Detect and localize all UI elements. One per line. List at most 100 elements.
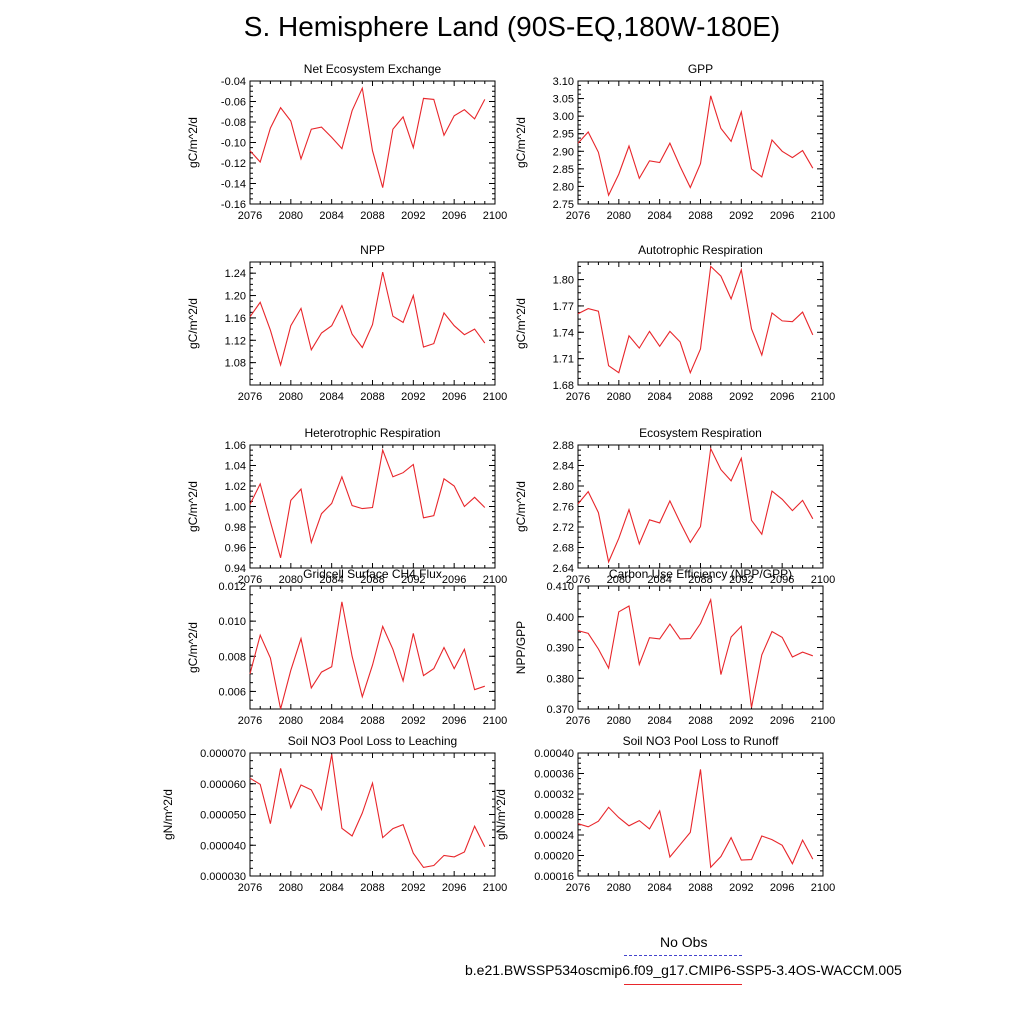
chart-title: Carbon Use Efficiency (NPP/GPP) — [609, 567, 792, 581]
x-tick-label: 2088 — [360, 715, 384, 727]
y-tick-label: 1.06 — [225, 440, 246, 452]
legend-label-no-obs: No Obs — [660, 934, 708, 950]
x-tick-label: 2088 — [688, 882, 712, 894]
x-tick-label: 2092 — [729, 391, 753, 403]
x-tick-label: 2084 — [319, 391, 343, 403]
y-tick-label: 2.85 — [553, 164, 574, 176]
series-line — [249, 448, 486, 558]
x-tick-label: 2092 — [401, 391, 425, 403]
y-tick-label: 0.00024 — [534, 830, 574, 842]
y-tick-label: 2.80 — [553, 481, 574, 493]
x-tick-label: 2084 — [647, 715, 671, 727]
y-tick-label: 2.75 — [553, 199, 574, 211]
chart-title: Gridcell Surface CH4 Flux — [303, 567, 442, 581]
y-tick-label: 1.24 — [225, 268, 246, 280]
y-tick-label: 1.74 — [553, 327, 574, 339]
x-tick-label: 2080 — [607, 574, 631, 586]
legend-label-model-run: b.e21.BWSSP534oscmip6.f09_g17.CMIP6-SSP5… — [465, 962, 902, 978]
y-tick-label: 0.400 — [546, 612, 574, 624]
y-tick-label: -0.14 — [221, 179, 246, 191]
y-axis-label: gC/m^2/d — [186, 481, 200, 532]
y-tick-label: 1.04 — [225, 461, 246, 473]
x-tick-label: 2084 — [319, 210, 343, 222]
y-tick-label: 0.000040 — [200, 840, 246, 852]
y-tick-label: -0.16 — [221, 199, 246, 211]
page-title: S. Hemisphere Land (90S-EQ,180W-180E) — [243, 11, 781, 42]
y-tick-label: 0.00032 — [534, 789, 574, 801]
x-tick-label: 2096 — [770, 715, 794, 727]
x-tick-label: 2100 — [811, 882, 835, 894]
x-tick-label: 2096 — [770, 882, 794, 894]
x-tick-label: 2080 — [279, 210, 303, 222]
y-tick-label: -0.06 — [221, 97, 246, 109]
y-tick-label: 0.010 — [218, 616, 246, 628]
y-tick-label: 0.006 — [218, 686, 246, 698]
x-tick-label: 2088 — [688, 391, 712, 403]
y-axis-label: gC/m^2/d — [186, 622, 200, 673]
x-tick-label: 2092 — [729, 210, 753, 222]
y-tick-label: 0.008 — [218, 651, 246, 663]
x-tick-label: 2100 — [811, 574, 835, 586]
x-tick-label: 2096 — [442, 574, 466, 586]
chart-panel: Soil NO3 Pool Loss to Runoff gN/m^2/d 2076… — [494, 734, 835, 894]
x-tick-label: 2084 — [647, 210, 671, 222]
y-axis-label: gC/m^2/d — [514, 298, 528, 349]
y-tick-label: 0.96 — [225, 543, 246, 555]
y-axis-label: gC/m^2/d — [186, 117, 200, 168]
y-tick-label: 1.16 — [225, 313, 246, 325]
x-tick-label: 2100 — [811, 715, 835, 727]
series-line — [249, 271, 486, 367]
series-line — [577, 446, 814, 564]
y-tick-label: 0.000030 — [200, 871, 246, 883]
x-tick-label: 2076 — [566, 715, 590, 727]
plot-frame — [249, 752, 496, 877]
x-tick-label: 2076 — [566, 210, 590, 222]
x-tick-label: 2076 — [238, 391, 262, 403]
y-tick-label: 2.72 — [553, 522, 574, 534]
y-tick-label: 0.00040 — [534, 748, 574, 760]
y-tick-label: 3.10 — [553, 76, 574, 88]
chart-title: Net Ecosystem Exchange — [304, 62, 442, 76]
chart-panel: Gridcell Surface CH4 Flux gC/m^2/d 2076 208… — [186, 567, 507, 727]
chart-title: Ecosystem Respiration — [639, 426, 762, 440]
x-tick-label: 2092 — [729, 715, 753, 727]
x-tick-label: 2096 — [442, 715, 466, 727]
series-line — [577, 265, 814, 375]
legend-line-model-run — [624, 984, 742, 985]
y-tick-label: 0.00028 — [534, 810, 574, 822]
y-tick-label: 2.88 — [553, 440, 574, 452]
x-tick-label: 2092 — [401, 210, 425, 222]
chart-panel: GPP gC/m^2/d 2076 2080 2084 2088 2092 2096 2100 2… — [514, 62, 835, 222]
x-tick-label: 2084 — [647, 574, 671, 586]
x-tick-label: 2100 — [483, 210, 507, 222]
plot-frame — [577, 444, 824, 569]
x-tick-label: 2076 — [238, 715, 262, 727]
x-tick-label: 2088 — [360, 882, 384, 894]
y-tick-label: 1.77 — [553, 301, 574, 313]
x-tick-label: 2092 — [729, 574, 753, 586]
plot-frame — [577, 585, 824, 710]
y-axis-label: gC/m^2/d — [514, 117, 528, 168]
y-tick-label: 1.02 — [225, 481, 246, 493]
x-tick-label: 2092 — [401, 882, 425, 894]
x-tick-label: 2092 — [729, 882, 753, 894]
y-tick-label: 0.94 — [225, 563, 246, 575]
y-tick-label: 0.390 — [546, 643, 574, 655]
x-tick-label: 2084 — [319, 574, 343, 586]
x-tick-label: 2096 — [770, 210, 794, 222]
y-tick-label: 1.71 — [553, 354, 574, 366]
plot-frame — [577, 80, 824, 205]
y-tick-label: 2.64 — [553, 563, 574, 575]
y-tick-label: 0.000050 — [200, 810, 246, 822]
x-tick-label: 2084 — [319, 715, 343, 727]
y-tick-label: 0.00020 — [534, 851, 574, 863]
y-tick-label: 2.76 — [553, 502, 574, 514]
y-tick-label: 1.00 — [225, 502, 246, 514]
y-tick-label: 0.012 — [218, 581, 246, 593]
chart-title: Soil NO3 Pool Loss to Leaching — [288, 734, 457, 748]
chart-panel: NPP gC/m^2/d 2076 2080 2084 2088 2092 2096 2100 1… — [186, 243, 507, 403]
y-tick-label: 3.00 — [553, 111, 574, 123]
chart-title: GPP — [688, 62, 713, 76]
y-tick-label: 2.90 — [553, 146, 574, 158]
